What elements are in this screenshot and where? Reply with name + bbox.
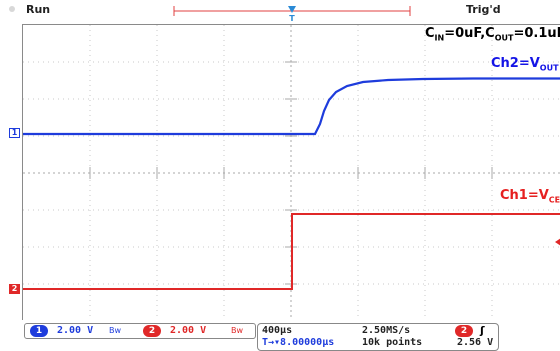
run-status-label[interactable]: Run xyxy=(26,3,51,16)
ch2-badge[interactable]: 2 xyxy=(143,325,161,337)
sample-rate: 2.50MS/s xyxy=(362,325,411,336)
ch2-waveform xyxy=(23,213,560,290)
ch1-badge[interactable]: 1 xyxy=(30,325,48,337)
timebase-scale: 400µs xyxy=(262,325,293,336)
ch1-waveform xyxy=(23,77,560,136)
channel-readout-panel[interactable]: 1 2.00 V Bw 2 2.00 V Bw xyxy=(24,323,256,339)
rising-edge-icon: ʃ xyxy=(480,324,485,337)
waveform-display[interactable]: CIN=0uF,COUT=0.1uF Ch2=VOUT Ch1=VCE xyxy=(22,24,560,321)
record-length: 10k points xyxy=(362,337,423,348)
timebase-readout-panel[interactable]: 400µs T→▾8.00000µs 2.50MS/s 10k points 2… xyxy=(257,323,499,351)
ch2-ground-marker[interactable]: 2 xyxy=(9,284,20,294)
ch2-annotation: Ch2=VOUT xyxy=(491,56,559,73)
ch2-trigger-level-icon xyxy=(555,238,560,246)
trigger-position-bar: T xyxy=(173,6,411,23)
trigger-level: 2.56 V xyxy=(457,337,494,348)
ch1-bandwidth-icon: Bw xyxy=(109,326,122,335)
svg-text:T: T xyxy=(289,14,295,23)
status-bar: Run T Trig'd xyxy=(0,0,560,24)
settings-bar: 1 2.00 V Bw 2 2.00 V Bw 400µs T→▾8.00000… xyxy=(0,320,560,351)
ch1-annotation: Ch1=VCE xyxy=(500,188,560,205)
trigger-delay: T→▾8.00000µs xyxy=(262,337,335,348)
trigger-position-icon xyxy=(288,6,296,13)
ch2-scale: 2.00 V xyxy=(170,325,207,336)
ch2-bandwidth-icon: Bw xyxy=(231,326,244,335)
graticule xyxy=(23,25,560,321)
trigger-source-badge[interactable]: 2 xyxy=(455,325,473,337)
run-indicator-icon xyxy=(9,6,15,12)
capacitor-annotation: CIN=0uF,COUT=0.1uF xyxy=(425,26,560,43)
ch1-scale: 2.00 V xyxy=(57,325,94,336)
trigger-status-label: Trig'd xyxy=(466,3,501,16)
ch1-ground-marker[interactable]: 1 xyxy=(9,128,20,138)
